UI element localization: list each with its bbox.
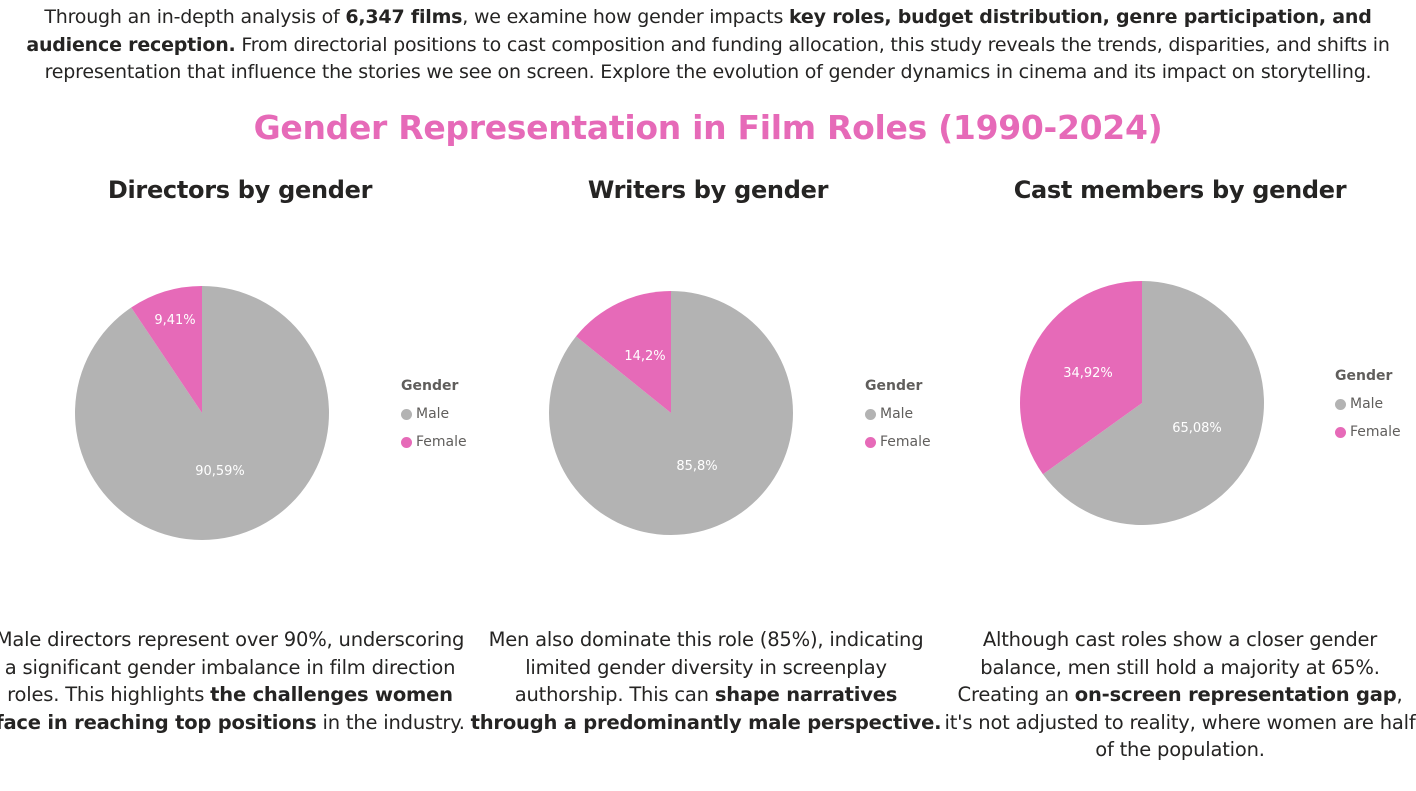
- writers-caption-text-1: Men also dominate this role (85%), indic…: [488, 628, 924, 706]
- directors-caption: Male directors represent over 90%, under…: [0, 626, 466, 736]
- cast-data-label-female: 34,92%: [1063, 366, 1113, 381]
- legend-title: Gender: [401, 378, 459, 394]
- male-dot-icon: [865, 408, 876, 420]
- intro-bold-2: key roles, budget distribution, genre pa…: [26, 6, 1372, 56]
- intro-paragraph: Through an in-depth analysis of 6,347 fi…: [0, 4, 1416, 87]
- directors-data-label-female: 9,41%: [154, 313, 195, 328]
- legend-item-female[interactable]: Female: [865, 428, 931, 456]
- intro-text-2: , we examine how gender impacts: [462, 6, 789, 28]
- male-dot-icon: [401, 408, 412, 420]
- writers-caption-bold: shape narratives through a predominantly…: [470, 683, 942, 734]
- legend-title: Gender: [1335, 368, 1393, 384]
- legend-label-female: Female: [1350, 424, 1401, 440]
- legend-label-male: Male: [880, 406, 914, 422]
- writers-caption: Men also dominate this role (85%), indic…: [470, 626, 942, 736]
- writers-slice-male[interactable]: [548, 291, 793, 535]
- male-dot-icon: [1335, 398, 1346, 410]
- intro-text-1: Through an in-depth analysis of: [44, 6, 346, 28]
- cast-chart-title: Cast members by gender: [1013, 176, 1347, 204]
- cast-slice-male[interactable]: [1042, 281, 1264, 525]
- directors-data-label-male: 90,59%: [195, 464, 245, 479]
- legend-item-male[interactable]: Male: [865, 400, 931, 428]
- writers-pie-chart[interactable]: 85,8% 14,2%: [548, 291, 793, 535]
- cast-data-label-male: 65,08%: [1172, 421, 1222, 436]
- directors-caption-text-1: Male directors represent over 90%, under…: [0, 628, 465, 706]
- intro-text-3: From directorial positions to cast compo…: [44, 33, 1390, 84]
- legend-label-female: Female: [880, 434, 931, 450]
- cast-legend: Gender Male Female: [1335, 368, 1401, 446]
- cast-caption: Although cast roles show a closer gender…: [944, 626, 1416, 764]
- female-dot-icon: [401, 436, 412, 448]
- directors-caption-text-2: in the industry.: [316, 710, 465, 734]
- legend-label-male: Male: [416, 406, 450, 422]
- directors-legend: Gender Male Female: [401, 378, 467, 456]
- legend-label-male: Male: [1350, 396, 1384, 412]
- writers-legend: Gender Male Female: [865, 378, 931, 456]
- writers-chart-title: Writers by gender: [587, 176, 829, 204]
- writers-data-label-male: 85,8%: [676, 459, 717, 474]
- cast-pie-chart[interactable]: 65,08% 34,92%: [1019, 281, 1264, 525]
- cast-caption-text-2: , it's not adjusted to reality, where wo…: [944, 683, 1416, 761]
- legend-item-female[interactable]: Female: [401, 428, 467, 456]
- legend-item-female[interactable]: Female: [1335, 418, 1401, 446]
- legend-title: Gender: [865, 378, 923, 394]
- cast-caption-text-1: Although cast roles show a closer gender…: [957, 628, 1380, 706]
- main-title: Gender Representation in Film Roles (199…: [253, 108, 1163, 147]
- directors-pie-chart[interactable]: 90,59% 9,41%: [75, 286, 329, 540]
- legend-item-male[interactable]: Male: [401, 400, 467, 428]
- legend-label-female: Female: [416, 434, 467, 450]
- writers-data-label-female: 14,2%: [624, 349, 665, 364]
- directors-slice-female[interactable]: [131, 286, 202, 413]
- female-dot-icon: [1335, 426, 1346, 438]
- female-dot-icon: [865, 436, 876, 448]
- writers-slice-female[interactable]: [576, 291, 671, 413]
- cast-slice-female[interactable]: [1019, 281, 1142, 475]
- legend-item-male[interactable]: Male: [1335, 390, 1401, 418]
- directors-caption-bold: the challenges women face in reaching to…: [0, 683, 453, 734]
- cast-caption-bold: on-screen representation gap: [1074, 683, 1397, 706]
- directors-chart-title: Directors by gender: [107, 176, 373, 204]
- intro-bold-1: 6,347 films: [345, 6, 463, 28]
